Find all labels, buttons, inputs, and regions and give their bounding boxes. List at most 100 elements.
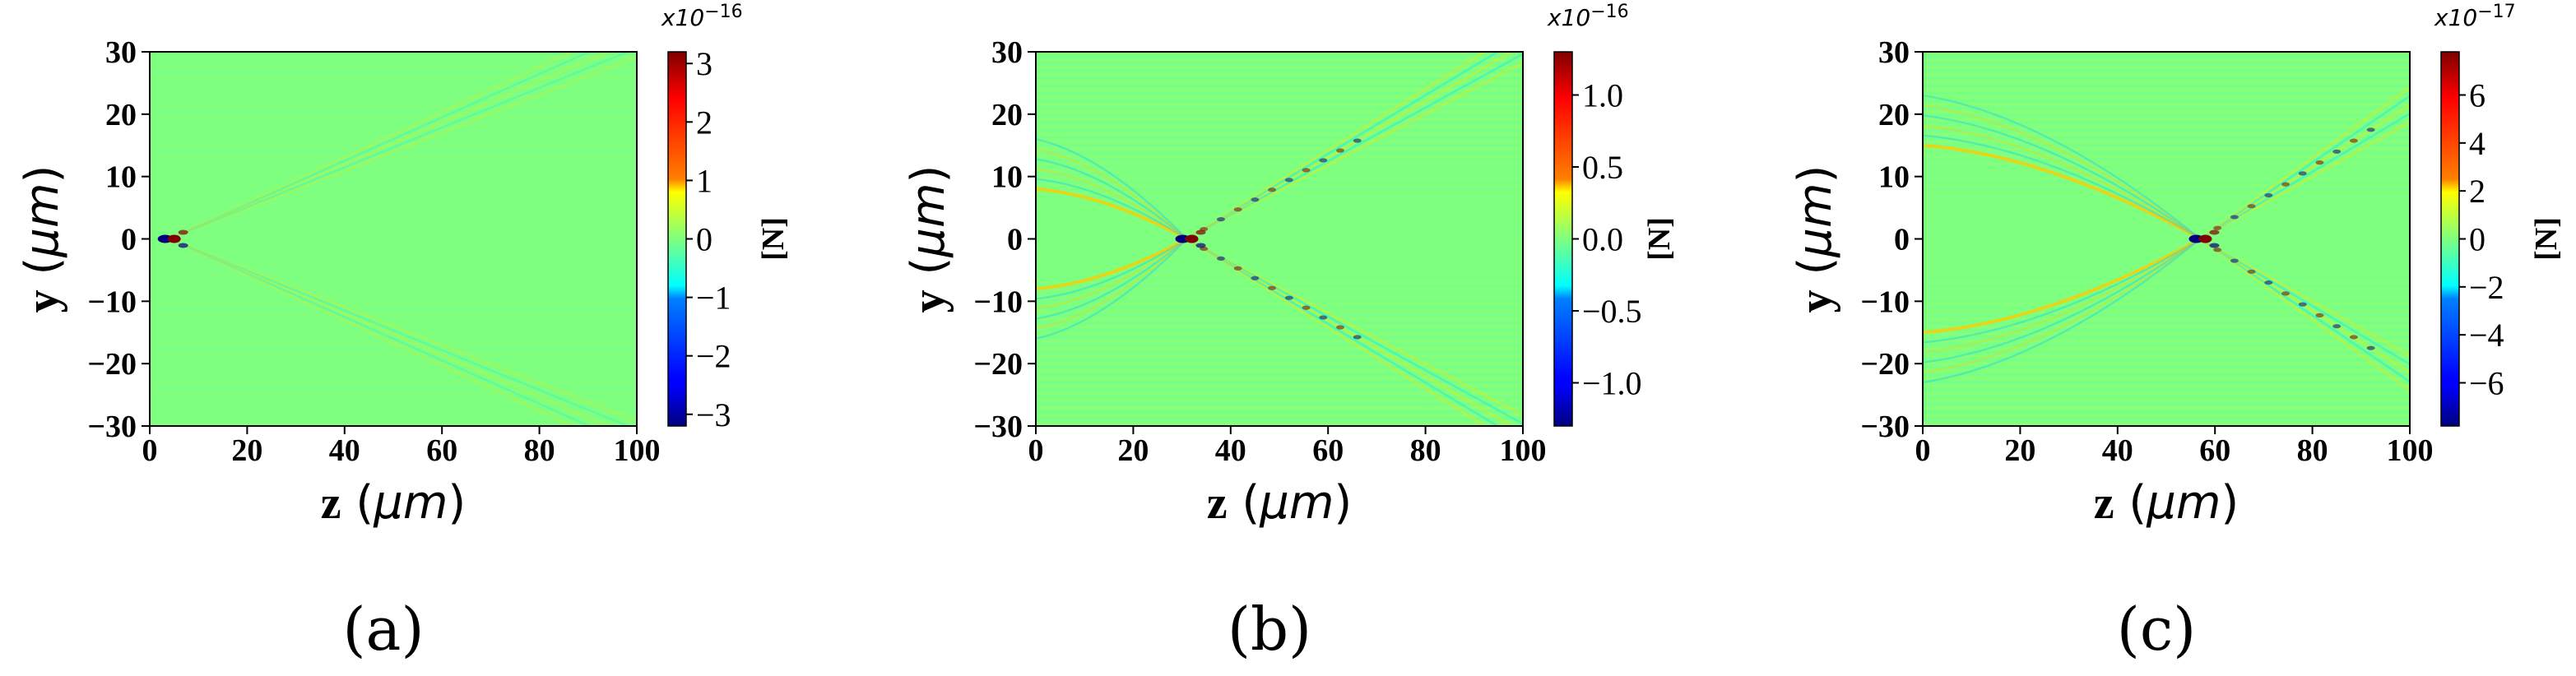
x-tick-label: 20 <box>231 433 262 468</box>
hot-spot <box>2366 127 2375 132</box>
y-tick-label: 10 <box>991 160 1023 195</box>
hot-spot <box>1251 197 1260 202</box>
converging-fringe <box>1036 187 1188 241</box>
focal-spot-positive <box>2198 234 2212 243</box>
hot-spot <box>1284 178 1293 183</box>
hot-spot <box>2349 138 2358 143</box>
hot-spot <box>2315 313 2324 317</box>
x-tick-label: 0 <box>1028 433 1044 468</box>
x-tick-label: 100 <box>614 433 661 468</box>
converging-fringe <box>1036 148 1188 240</box>
y-axis-label: y (μm) <box>16 165 69 313</box>
diverging-fringe <box>1186 238 1500 426</box>
hot-spot <box>1216 256 1225 261</box>
hot-spot <box>1336 325 1344 330</box>
colorbar <box>667 51 687 427</box>
heatmap-background <box>1036 52 1523 426</box>
focal-spot-positive <box>1185 234 1199 243</box>
x-tick-label: 80 <box>524 433 555 468</box>
hot-spot <box>2366 345 2375 350</box>
converging-fringe <box>1036 238 1188 300</box>
hot-spot <box>2332 149 2342 154</box>
y-tick-label: 30 <box>1878 35 1910 70</box>
y-tick-label: 10 <box>1878 160 1910 195</box>
hot-spot <box>1302 305 1311 310</box>
diverging-fringe <box>169 238 575 426</box>
hot-spot <box>2264 280 2273 285</box>
diverging-fringe <box>2199 86 2410 240</box>
diverging-fringe <box>169 52 592 240</box>
x-tick-label: 100 <box>2387 433 2434 468</box>
y-tick-label: 10 <box>105 160 137 195</box>
y-axis-label: y (μm) <box>902 165 955 313</box>
focal-spot-side <box>178 243 188 248</box>
hot-spot <box>2298 302 2307 307</box>
colorbar-multiplier: x10−16 <box>661 2 743 31</box>
y-tick-label: 0 <box>1007 223 1023 257</box>
colorbar-tick-label: −4 <box>2469 317 2504 354</box>
converging-fringe <box>1923 238 2202 363</box>
colorbar-tick-label: 1 <box>696 162 712 199</box>
y-tick-label: 30 <box>991 35 1023 70</box>
hot-spot <box>2332 324 2342 329</box>
hot-spot <box>2213 248 2222 252</box>
hot-spot <box>2281 291 2291 296</box>
y-tick-label: 20 <box>105 98 137 132</box>
colorbar-tick-label: 2 <box>696 104 712 141</box>
focal-spot-side <box>1195 229 1206 235</box>
y-tick-label: −30 <box>1860 410 1910 444</box>
diverging-fringe <box>2199 238 2410 357</box>
y-tick-label: −20 <box>1860 347 1910 382</box>
x-axis-label: z (μm) <box>2094 476 2239 530</box>
hot-spot <box>2264 192 2273 198</box>
hot-spot <box>1319 315 1328 320</box>
converging-fringe <box>1923 238 2202 384</box>
converging-fringe <box>1923 238 2202 344</box>
hot-spot <box>1216 217 1225 222</box>
colorbar-tick-label: 0.0 <box>1582 221 1623 258</box>
colorbar-tick-label: −2 <box>696 338 731 375</box>
colorbar-tick-label: −3 <box>696 396 731 433</box>
hot-spot <box>1268 188 1277 192</box>
y-tick-label: 20 <box>1878 98 1910 132</box>
hot-spot <box>2281 182 2291 187</box>
colorbar-unit: [N] <box>1642 217 1677 261</box>
colorbar-multiplier: x10−16 <box>1547 2 1629 31</box>
diverging-fringe <box>1186 238 1523 416</box>
colorbar <box>1553 51 1573 427</box>
hot-spot <box>2247 204 2256 209</box>
converging-fringe <box>1036 168 1188 240</box>
y-tick-label: −10 <box>1860 285 1910 319</box>
hot-spot <box>1302 168 1311 173</box>
hot-spot <box>1251 275 1260 280</box>
colorbar-tick-label: 4 <box>2469 125 2485 162</box>
hot-spot <box>1284 295 1293 300</box>
diverging-fringe <box>169 238 637 423</box>
y-axis-label: y (μm) <box>1789 165 1842 313</box>
converging-fringe <box>1923 143 2202 241</box>
diverging-fringe <box>2199 121 2410 240</box>
panel-label: (c) <box>2117 595 2197 664</box>
focal-spot-side <box>2209 229 2220 235</box>
x-tick-label: 20 <box>1117 433 1149 468</box>
colorbar-tick-label: −6 <box>2469 365 2504 402</box>
x-tick-label: 100 <box>1500 433 1547 468</box>
diverging-fringe <box>169 52 610 240</box>
interference-pattern <box>1923 52 2410 424</box>
diverging-fringe <box>169 238 592 426</box>
hot-spot <box>2230 258 2239 263</box>
x-tick-label: 80 <box>2297 433 2328 468</box>
colorbar-tick-label: −1 <box>696 280 731 317</box>
converging-fringe <box>1923 238 2202 373</box>
focal-spot-positive <box>167 234 181 243</box>
x-tick-label: 40 <box>2102 433 2133 468</box>
diverging-fringe <box>1186 238 1487 426</box>
colorbar-tick-label: 2 <box>2469 173 2485 210</box>
y-tick-label: 30 <box>105 35 137 70</box>
hot-spot <box>1319 158 1328 163</box>
converging-fringe <box>1036 238 1188 310</box>
hot-spot <box>2230 215 2239 220</box>
hot-spot <box>2213 225 2222 230</box>
y-tick-label: 20 <box>991 98 1023 132</box>
